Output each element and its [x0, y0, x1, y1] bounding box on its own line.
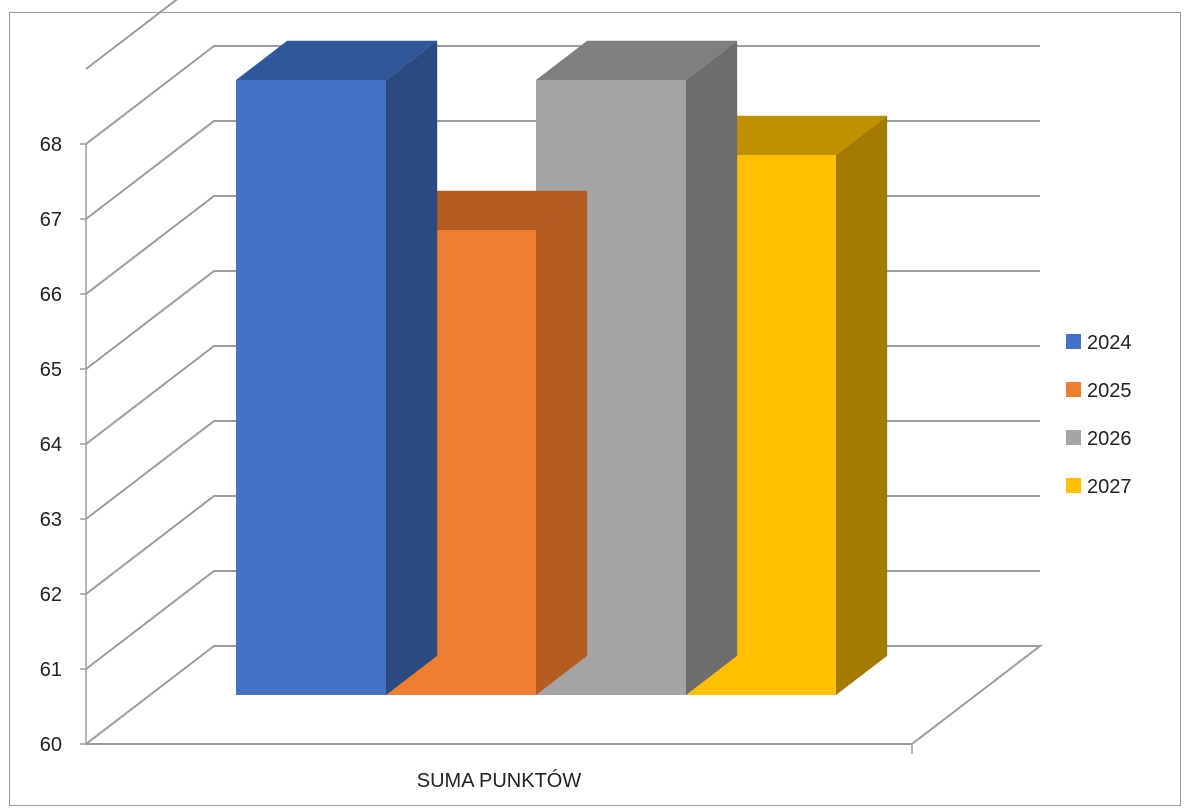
bar-top — [236, 40, 438, 80]
legend-item-2025: 2025 — [1066, 380, 1132, 402]
legend-swatch — [1066, 478, 1081, 493]
legend-label: 2025 — [1087, 380, 1132, 402]
legend-swatch — [1066, 430, 1081, 445]
bar-side — [536, 190, 588, 696]
y-tick-label: 67 — [40, 209, 62, 231]
y-tick-label: 61 — [40, 659, 62, 681]
legend-label: 2024 — [1087, 332, 1132, 354]
y-tick-label: 66 — [40, 284, 62, 306]
bar-side — [836, 115, 888, 696]
bars — [236, 40, 888, 696]
x-category-label: SUMA PUNKTÓW — [417, 769, 582, 792]
legend-item-2027: 2027 — [1066, 476, 1132, 498]
legend-swatch — [1066, 382, 1081, 397]
y-tick-label: 64 — [40, 434, 62, 456]
y-axis-ticks: 60 61 62 63 64 65 66 67 68 — [40, 134, 86, 756]
x-axis-categories: SUMA PUNKTÓW — [417, 769, 582, 792]
gridline — [85, 45, 1040, 145]
gridline — [85, 0, 178, 70]
legend-swatch — [1066, 334, 1081, 349]
legend-item-2026: 2026 — [1066, 428, 1132, 450]
legend-label: 2026 — [1087, 428, 1132, 450]
bar-side — [686, 40, 738, 696]
y-tick-label: 68 — [40, 134, 62, 156]
bar-2024 — [236, 40, 438, 696]
legend-item-2024: 2024 — [1066, 332, 1132, 354]
bar-2026 — [536, 40, 738, 696]
y-tick-label: 63 — [40, 509, 62, 531]
legend: 2024 2025 2026 2027 — [1066, 332, 1132, 498]
bar-side — [386, 40, 438, 696]
bar-front — [236, 80, 386, 695]
bar-top — [536, 40, 738, 80]
y-tick-label: 65 — [40, 359, 62, 381]
legend-label: 2027 — [1087, 476, 1132, 498]
y-tick-label: 62 — [40, 584, 62, 606]
y-tick-label: 60 — [40, 734, 62, 756]
